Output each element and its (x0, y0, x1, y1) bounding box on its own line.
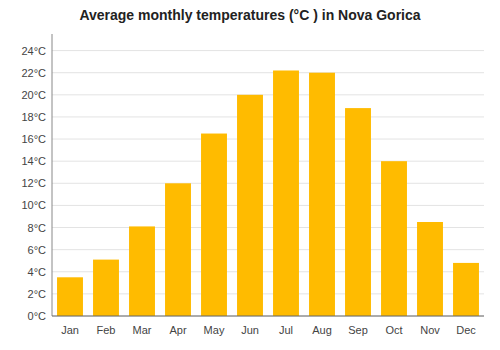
y-tick-label: 8°C (28, 222, 47, 234)
x-tick-label: Jun (241, 324, 259, 336)
x-tick-label: Oct (385, 324, 402, 336)
y-tick-label: 18°C (21, 111, 46, 123)
bar (273, 70, 299, 316)
bar (417, 222, 443, 316)
x-axis: Jan Feb Mar Apr May Jun Jul Aug Sep Oct Nov Dec (61, 324, 476, 336)
y-tick-label: 24°C (21, 45, 46, 57)
y-axis-line (52, 34, 53, 316)
bar (129, 226, 155, 316)
grid-line (52, 139, 484, 140)
bar (237, 95, 263, 316)
grid-line (52, 205, 484, 206)
y-tick-label: 10°C (21, 199, 46, 211)
bar (345, 108, 371, 316)
bar (93, 260, 119, 316)
bar (381, 161, 407, 316)
bar (201, 134, 227, 316)
x-tick-label: Aug (312, 324, 332, 336)
grid-line (52, 72, 484, 73)
x-tick-label: Nov (420, 324, 440, 336)
x-tick-label: Apr (169, 324, 186, 336)
y-tick-label: 6°C (28, 244, 47, 256)
x-tick-label: Jul (279, 324, 293, 336)
bar (453, 263, 479, 316)
x-tick-label: Sep (348, 324, 368, 336)
x-tick-label: Dec (456, 324, 476, 336)
y-tick-label: 2°C (28, 288, 47, 300)
y-tick-label: 0°C (28, 310, 47, 322)
y-tick-label: 12°C (21, 177, 46, 189)
x-tick-label: Mar (133, 324, 152, 336)
y-tick-label: 14°C (21, 155, 46, 167)
y-tick-label: 20°C (21, 89, 46, 101)
grid-line (52, 161, 484, 162)
grid-line (52, 50, 484, 51)
x-tick-label: Jan (61, 324, 79, 336)
bar (57, 277, 83, 316)
bars (57, 70, 479, 316)
y-axis: 0°C 2°C 4°C 6°C 8°C 10°C 12°C 14°C 16°C 18°C 20°C 2… (21, 45, 484, 322)
grid-line (52, 183, 484, 184)
grid-line (52, 116, 484, 117)
y-tick-label: 16°C (21, 133, 46, 145)
chart: Average monthly temperatures (°C ) in No… (0, 0, 500, 350)
y-tick-label: 4°C (28, 266, 47, 278)
x-axis-line (52, 316, 484, 317)
bar (165, 183, 191, 316)
grid-line (52, 316, 484, 317)
y-tick-label: 22°C (21, 67, 46, 79)
chart-container: Average monthly temperatures (°C ) in No… (0, 0, 500, 350)
bar (309, 73, 335, 316)
x-tick-label: Feb (97, 324, 116, 336)
x-tick-label: May (204, 324, 225, 336)
title: Average monthly temperatures (°C ) in No… (79, 7, 420, 23)
grid-line (52, 94, 484, 95)
